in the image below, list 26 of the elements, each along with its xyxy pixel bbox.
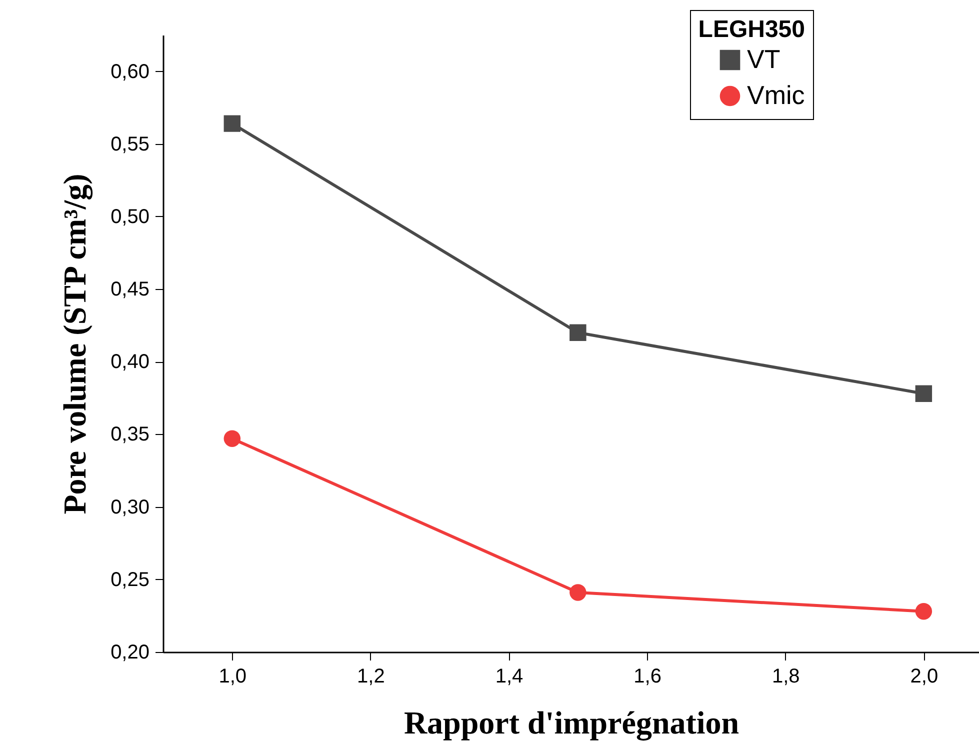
x-tick-label: 1,0 [218, 666, 247, 688]
y-tick-label: 0,40 [110, 351, 150, 374]
y-tick-label: 0,30 [110, 496, 150, 518]
x-tick-label: 1,6 [634, 666, 662, 688]
point [915, 603, 932, 620]
legend-label: Vmic [747, 80, 805, 110]
y-tick-label: 0,50 [110, 206, 150, 228]
point [224, 430, 241, 447]
y-tick-label: 0,55 [110, 133, 150, 156]
point [224, 115, 241, 132]
x-axis-title: Rapport d'imprégnation [404, 704, 740, 742]
point [915, 385, 932, 402]
x-tick-label: 1,8 [772, 666, 800, 688]
legend-label: VT [747, 44, 780, 74]
x-tick-label: 2,0 [910, 666, 938, 688]
point [570, 584, 586, 601]
point [570, 324, 586, 341]
x-tick-label: 1,4 [495, 666, 524, 688]
y-tick-label: 0,60 [110, 60, 150, 83]
y-tick-label: 0,25 [110, 568, 150, 591]
y-tick-label: 0,35 [110, 424, 150, 446]
y-axis-title: Pore volume (STP cm³/g) [56, 174, 94, 514]
legend-title: LEGH350 [698, 16, 805, 43]
x-tick-label: 1,2 [357, 666, 385, 688]
y-tick-label: 0,45 [110, 278, 150, 301]
y-tick-label: 0,20 [110, 642, 150, 664]
